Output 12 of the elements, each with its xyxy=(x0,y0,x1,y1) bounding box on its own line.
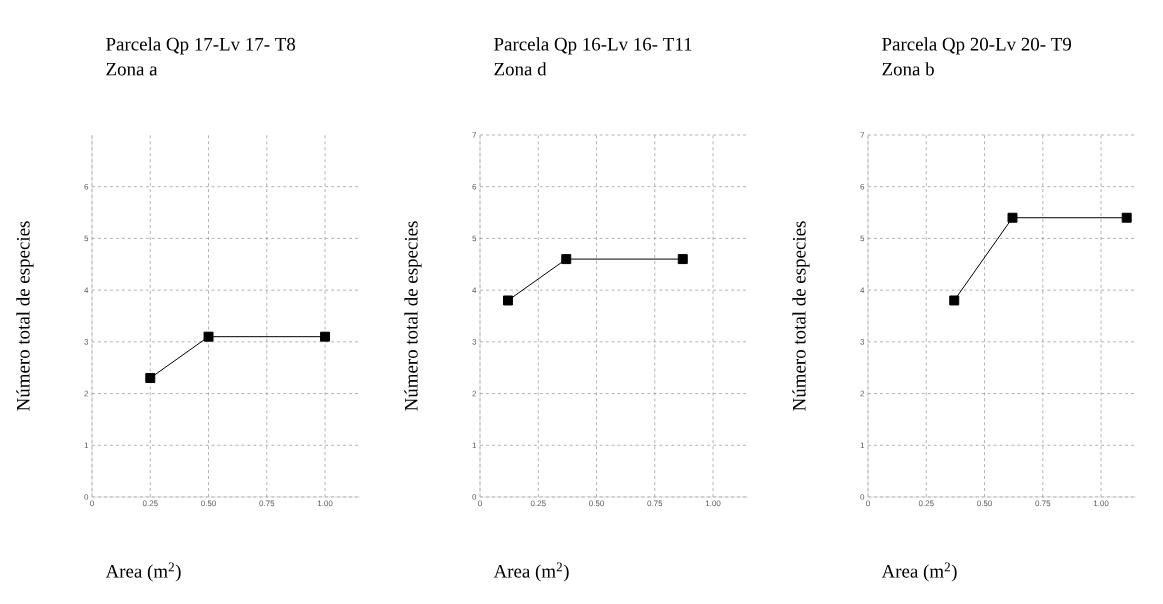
x-axis-title: Area (m$^{2}$) xyxy=(881,562,957,582)
chart-subtitle: Zona b xyxy=(882,62,934,76)
chart-subtitle: Zona a xyxy=(106,62,158,76)
chart-title: Parcela Qp 20-Lv 20- T9 xyxy=(882,37,1072,55)
chart-subtitle: Zona d xyxy=(494,62,547,76)
y-axis-title: Número total de especies xyxy=(792,221,810,411)
y-axis-title: Número total de especies xyxy=(404,221,422,411)
chart-title: Parcela Qp 17-Lv 17- T8 xyxy=(106,37,296,55)
x-axis-title: Area (m$^{2}$) xyxy=(493,562,569,582)
y-axis-title: Número total de especies xyxy=(16,221,34,411)
chart-title: Parcela Qp 16-Lv 16- T11 xyxy=(494,37,692,55)
x-axis-title: Area (m$^{2}$) xyxy=(105,562,181,582)
